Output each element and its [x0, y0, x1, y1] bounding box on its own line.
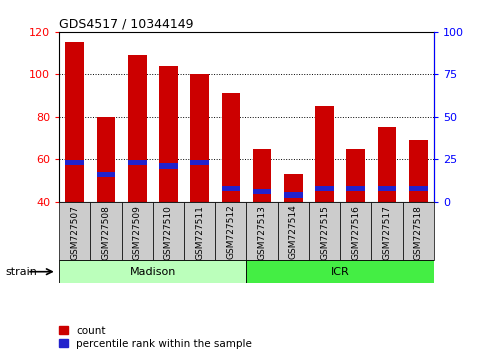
Bar [221, 93, 240, 202]
Bar [403, 202, 434, 260]
Bar [284, 192, 303, 198]
Bar [215, 202, 246, 260]
Bar [371, 202, 403, 260]
Bar [159, 164, 178, 169]
Bar [378, 127, 396, 202]
Text: GSM727507: GSM727507 [70, 205, 79, 259]
Bar [309, 202, 340, 260]
Bar [253, 189, 272, 194]
Text: GSM727510: GSM727510 [164, 205, 173, 259]
Text: GSM727516: GSM727516 [352, 205, 360, 259]
Bar [190, 74, 209, 202]
Bar [315, 106, 334, 202]
Bar [128, 55, 146, 202]
Bar [122, 202, 153, 260]
Text: Madison: Madison [130, 267, 176, 277]
Bar [278, 202, 309, 260]
Bar [246, 260, 434, 283]
Bar [221, 185, 240, 191]
Bar [153, 202, 184, 260]
Bar [59, 202, 90, 260]
Text: GSM727509: GSM727509 [133, 205, 141, 259]
Bar [159, 66, 178, 202]
Bar [340, 202, 371, 260]
Bar [378, 185, 396, 191]
Bar [190, 160, 209, 165]
Bar [409, 185, 427, 191]
Bar [90, 202, 122, 260]
Bar [66, 160, 84, 165]
Text: GSM727517: GSM727517 [383, 205, 391, 259]
Bar [184, 202, 215, 260]
Bar [253, 149, 272, 202]
Bar [97, 172, 115, 177]
Text: GSM727513: GSM727513 [258, 205, 267, 259]
Text: GSM727512: GSM727512 [226, 205, 235, 259]
Bar [246, 202, 278, 260]
Text: GSM727518: GSM727518 [414, 205, 423, 259]
Bar [97, 117, 115, 202]
Bar [59, 260, 246, 283]
Text: ICR: ICR [331, 267, 350, 277]
Text: strain: strain [5, 267, 37, 277]
Bar [284, 174, 303, 202]
Text: GSM727511: GSM727511 [195, 205, 204, 259]
Bar [128, 160, 146, 165]
Bar [347, 149, 365, 202]
Text: GSM727514: GSM727514 [289, 205, 298, 259]
Legend: count, percentile rank within the sample: count, percentile rank within the sample [60, 326, 252, 349]
Bar [66, 42, 84, 202]
Text: GDS4517 / 10344149: GDS4517 / 10344149 [59, 18, 194, 31]
Bar [409, 140, 427, 202]
Bar [315, 185, 334, 191]
Text: GSM727508: GSM727508 [102, 205, 110, 259]
Bar [347, 185, 365, 191]
Text: GSM727515: GSM727515 [320, 205, 329, 259]
